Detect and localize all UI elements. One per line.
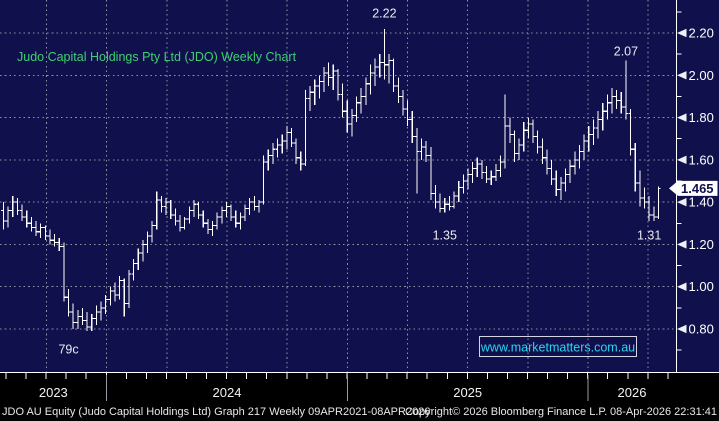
price-bars: [1, 28, 661, 332]
x-year-label: 2023: [39, 385, 68, 400]
price-annotation: 2.07: [614, 44, 638, 58]
watermark-url: www.marketmatters.com.au: [480, 341, 635, 355]
axes: 2.20 2.00 1.80 1.60 1.40 1.20 1.00 0.80 2023 2024…: [0, 0, 719, 401]
y-axis-label: 1.20: [689, 237, 714, 252]
date-axis-band: [0, 373, 719, 421]
price-annotation: 1.35: [433, 228, 457, 242]
price-annotation: 1.31: [637, 228, 661, 242]
x-year-label: 2025: [453, 385, 482, 400]
y-axis-label: 0.80: [689, 322, 714, 337]
x-year-label: 2024: [213, 385, 242, 400]
y-axis-label: 1.60: [689, 152, 714, 167]
y-tick-arrow: [677, 71, 687, 80]
y-tick-arrow: [677, 240, 687, 249]
price-annotations: 2.22 2.07 1.35 1.31 79c: [58, 6, 661, 356]
gridlines: [0, 0, 676, 373]
y-tick-arrow: [677, 155, 687, 165]
y-tick-arrow: [677, 324, 687, 334]
y-axis-label: 1.40: [689, 195, 714, 210]
status-security-info: JDO AU Equity (Judo Capital Holdings Ltd…: [2, 406, 430, 418]
price-annotation: 79c: [58, 343, 78, 357]
status-timestamp: 08-Apr-2026 22:31:41: [610, 406, 717, 418]
y-tick-arrow: [677, 282, 687, 291]
status-copyright: Copyright© 2026 Bloomberg Finance L.P.: [405, 406, 607, 418]
plot-background: [0, 0, 719, 373]
watermark-box: [479, 336, 637, 357]
y-tick-arrow: [677, 197, 687, 207]
y-tick-arrow: [677, 28, 687, 38]
last-price-tag-shape: [669, 180, 718, 196]
y-axis-label: 1.00: [689, 279, 714, 294]
last-price-tag: 1.465: [669, 180, 718, 196]
y-axis-label: 2.00: [689, 68, 714, 83]
x-year-label: 2026: [618, 385, 647, 400]
y-axis-label: 2.20: [689, 26, 714, 41]
y-axis-label: 1.80: [689, 110, 714, 125]
last-price-value: 1.465: [681, 181, 714, 196]
chart-title: Judo Capital Holdings Pty Ltd (JDO) Week…: [17, 50, 297, 64]
price-annotation: 2.22: [372, 6, 396, 20]
y-tick-arrow: [677, 113, 687, 122]
